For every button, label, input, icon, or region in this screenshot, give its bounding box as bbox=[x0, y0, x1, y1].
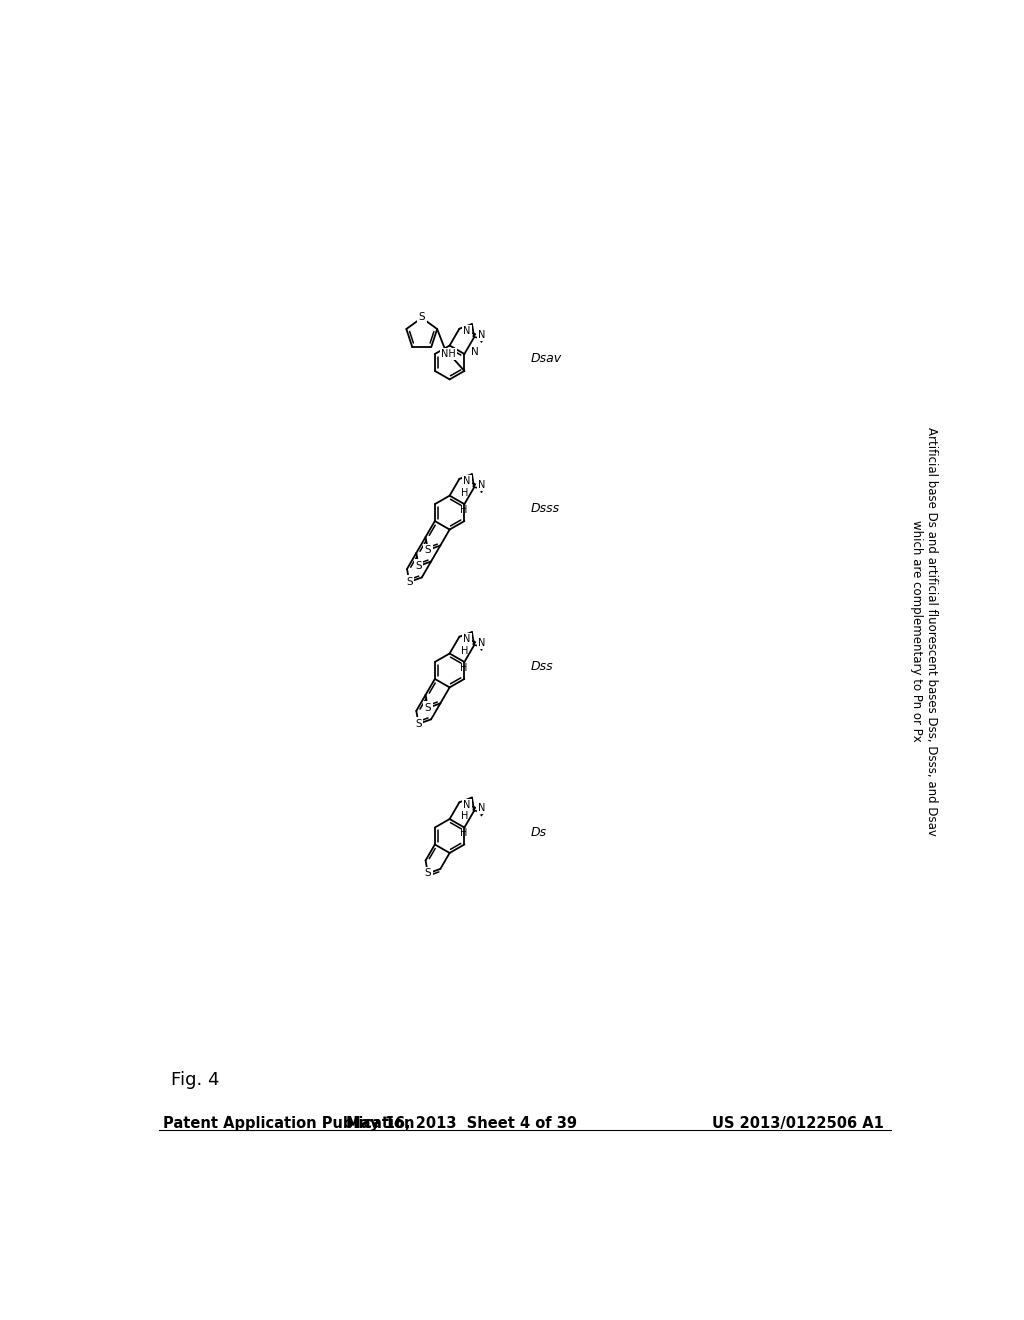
Text: N: N bbox=[478, 804, 485, 813]
Text: N: N bbox=[463, 477, 471, 486]
Text: H: H bbox=[462, 645, 469, 656]
Text: Fig. 4: Fig. 4 bbox=[171, 1072, 219, 1089]
Text: H: H bbox=[462, 812, 469, 821]
Text: S: S bbox=[425, 545, 431, 556]
Text: S: S bbox=[425, 704, 431, 713]
Text: S: S bbox=[416, 561, 422, 572]
Text: H: H bbox=[460, 506, 467, 515]
Text: May 16, 2013  Sheet 4 of 39: May 16, 2013 Sheet 4 of 39 bbox=[346, 1117, 577, 1131]
Text: H: H bbox=[460, 663, 467, 673]
Text: S: S bbox=[416, 719, 422, 729]
Text: N: N bbox=[478, 638, 485, 648]
Text: S: S bbox=[406, 577, 413, 587]
Text: N: N bbox=[478, 480, 485, 490]
Text: Dss: Dss bbox=[531, 660, 554, 673]
Text: Artificial base Ds and artificial fluorescent bases Dss, Dsss, and Dsav
which ar: Artificial base Ds and artificial fluore… bbox=[910, 426, 938, 836]
Text: H: H bbox=[462, 488, 469, 498]
Text: N: N bbox=[478, 330, 485, 339]
Text: S: S bbox=[419, 312, 425, 322]
Text: N: N bbox=[463, 634, 471, 644]
Text: Patent Application Publication: Patent Application Publication bbox=[163, 1117, 415, 1131]
Text: N: N bbox=[463, 800, 471, 809]
Text: H: H bbox=[460, 829, 467, 838]
Text: Dsss: Dsss bbox=[531, 502, 560, 515]
Text: NH: NH bbox=[441, 348, 456, 359]
Text: Ds: Ds bbox=[531, 825, 547, 838]
Text: US 2013/0122506 A1: US 2013/0122506 A1 bbox=[712, 1117, 884, 1131]
Text: Dsav: Dsav bbox=[531, 352, 562, 366]
Text: N: N bbox=[471, 347, 478, 356]
Text: N: N bbox=[463, 326, 471, 337]
Text: S: S bbox=[425, 869, 431, 879]
